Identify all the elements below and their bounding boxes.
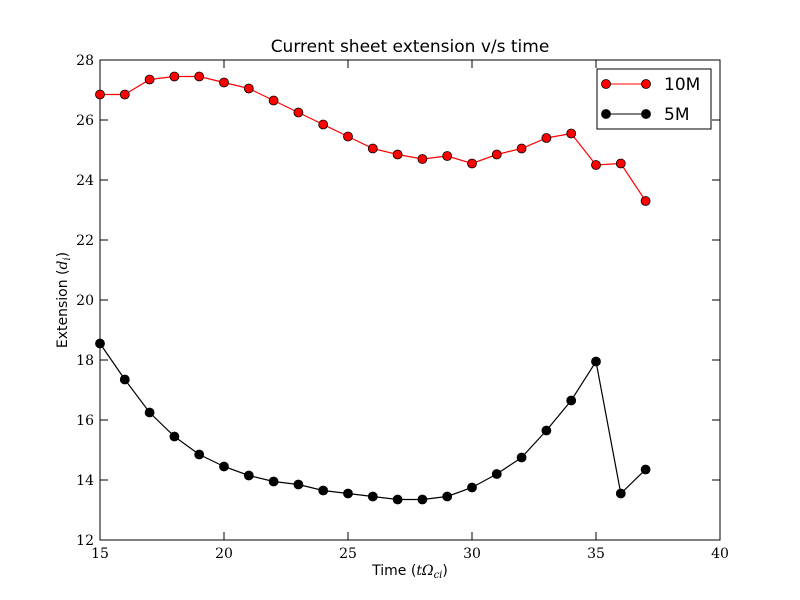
data-point-10m bbox=[268, 95, 279, 106]
x-tick-label: 25 bbox=[339, 546, 357, 562]
x-axis-label-math: tΩ bbox=[416, 563, 434, 579]
y-axis-label-math: d bbox=[55, 261, 71, 270]
data-point-5m bbox=[442, 491, 453, 502]
data-point-5m bbox=[194, 449, 205, 460]
legend-marker-5m-left bbox=[601, 109, 611, 119]
y-tick-label: 28 bbox=[76, 53, 94, 69]
y-axis: 12 14 16 18 20 22 24 26 28 bbox=[76, 53, 720, 549]
y-axis-label-text: Extension ( bbox=[55, 270, 71, 349]
x-axis-label-close: ) bbox=[442, 563, 447, 579]
legend-label-10m: 10M bbox=[664, 75, 700, 95]
data-point-10m bbox=[169, 71, 180, 82]
data-point-5m bbox=[95, 338, 105, 349]
legend-box bbox=[596, 68, 712, 130]
chart-title: Current sheet extension v/s time bbox=[271, 37, 550, 57]
legend-label-5m: 5M bbox=[664, 105, 689, 125]
data-point-10m bbox=[194, 71, 205, 82]
x-axis-label-text: Time ( bbox=[371, 563, 416, 579]
data-point-5m bbox=[119, 374, 130, 385]
data-point-5m bbox=[219, 461, 229, 472]
legend-marker-5m-right bbox=[641, 109, 651, 119]
data-point-10m bbox=[119, 89, 130, 100]
legend-marker-10m-right bbox=[641, 79, 651, 89]
data-point-10m bbox=[417, 154, 428, 164]
y-tick-label: 26 bbox=[76, 113, 94, 129]
y-tick-label: 14 bbox=[76, 473, 94, 489]
data-point-5m bbox=[144, 407, 155, 418]
data-point-5m bbox=[591, 356, 601, 367]
data-point-10m bbox=[615, 158, 626, 169]
data-point-10m bbox=[442, 151, 453, 161]
data-point-10m bbox=[491, 149, 502, 160]
x-axis-label: Time (tΩci) bbox=[371, 563, 448, 581]
x-tick-label: 35 bbox=[587, 546, 605, 562]
data-point-10m bbox=[367, 143, 378, 154]
data-point-5m bbox=[417, 494, 428, 505]
data-point-5m bbox=[243, 470, 254, 481]
series-layer bbox=[95, 71, 651, 505]
y-tick-label: 22 bbox=[76, 233, 94, 249]
y-tick-label: 12 bbox=[76, 533, 94, 549]
x-tick-label: 20 bbox=[215, 546, 233, 562]
data-point-5m bbox=[318, 485, 329, 496]
data-point-5m bbox=[268, 476, 279, 487]
data-point-10m bbox=[219, 77, 229, 88]
data-point-10m bbox=[343, 131, 353, 142]
x-axis-label-subscript: ci bbox=[434, 570, 443, 581]
data-point-5m bbox=[541, 425, 552, 436]
plot-area bbox=[99, 59, 721, 541]
x-tick-label: 15 bbox=[91, 546, 109, 562]
y-tick-label: 24 bbox=[76, 173, 94, 189]
y-tick-label: 20 bbox=[76, 293, 94, 309]
data-point-5m bbox=[566, 395, 577, 406]
data-point-10m bbox=[95, 89, 105, 100]
y-tick-label: 18 bbox=[76, 353, 94, 369]
data-point-5m bbox=[467, 482, 477, 493]
x-tick-label: 40 bbox=[711, 546, 729, 562]
data-point-10m bbox=[640, 196, 651, 206]
data-point-10m bbox=[318, 119, 329, 130]
data-point-5m bbox=[367, 491, 378, 502]
data-point-5m bbox=[640, 464, 651, 475]
data-point-5m bbox=[392, 494, 403, 505]
data-point-10m bbox=[293, 107, 304, 118]
data-point-5m bbox=[491, 469, 502, 479]
data-point-5m bbox=[169, 431, 180, 442]
data-point-10m bbox=[516, 143, 527, 154]
y-axis-label-close: ) bbox=[55, 252, 71, 257]
data-point-10m bbox=[243, 83, 254, 94]
y-axis-label: Extension (di) bbox=[55, 252, 73, 348]
data-point-5m bbox=[293, 479, 304, 490]
data-point-10m bbox=[541, 133, 552, 143]
data-point-10m bbox=[392, 149, 403, 160]
data-point-5m bbox=[516, 452, 527, 463]
legend: 10M 5M bbox=[596, 68, 712, 130]
x-tick-label: 30 bbox=[463, 546, 481, 562]
y-tick-label: 16 bbox=[76, 413, 94, 429]
data-point-10m bbox=[467, 158, 477, 169]
data-point-5m bbox=[615, 488, 626, 499]
y-axis-label-subscript: i bbox=[62, 257, 73, 260]
data-point-10m bbox=[591, 160, 601, 170]
x-axis: 15 20 25 30 35 40 bbox=[91, 60, 729, 562]
data-point-10m bbox=[144, 74, 155, 85]
data-point-10m bbox=[566, 128, 577, 139]
data-point-5m bbox=[343, 488, 353, 499]
legend-marker-10m-left bbox=[601, 79, 611, 89]
